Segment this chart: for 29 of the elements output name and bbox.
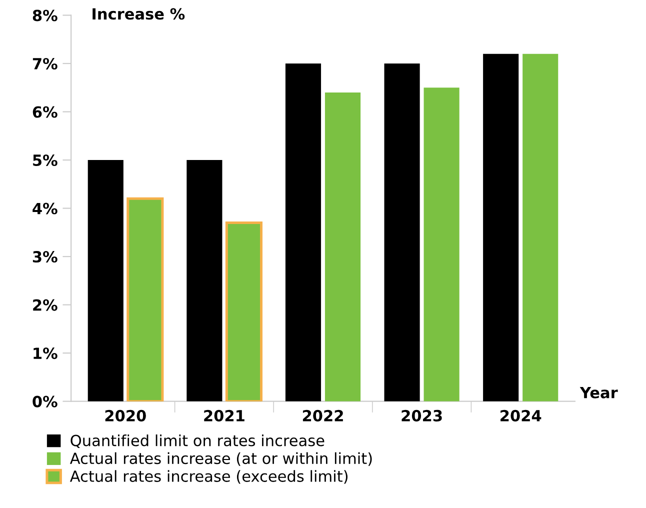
x-tick-label: 2024 xyxy=(500,410,542,422)
x-tick-label: 2020 xyxy=(105,410,146,422)
y-axis-title: Increase % xyxy=(92,8,185,20)
y-tick-label: 8% xyxy=(32,10,58,22)
bar xyxy=(324,92,361,402)
bar xyxy=(126,197,164,402)
bar xyxy=(522,54,558,402)
y-tick-label: 5% xyxy=(33,154,58,166)
bar xyxy=(88,160,124,402)
y-tick-label: 7% xyxy=(32,58,58,70)
legend-label: Actual rates increase (exceeds limit) xyxy=(70,470,348,484)
bar xyxy=(285,64,322,402)
y-tick-label: 3% xyxy=(32,251,58,263)
y-tick-label: 4% xyxy=(32,202,58,214)
y-tick-label: 1% xyxy=(34,348,58,360)
bar xyxy=(186,160,222,402)
bar xyxy=(384,64,420,402)
legend-label: Quantified limit on rates increase xyxy=(70,434,324,448)
x-axis-title: Year xyxy=(580,387,618,398)
y-tick-label: 2% xyxy=(33,299,58,311)
x-tick-label: 2023 xyxy=(402,410,442,422)
bar xyxy=(424,88,460,402)
bar xyxy=(225,222,262,402)
x-tick-label: 2022 xyxy=(302,410,343,422)
y-tick-label: 0% xyxy=(32,396,58,408)
y-tick-label: 6% xyxy=(32,106,58,118)
x-tick-label: 2021 xyxy=(204,410,244,422)
legend-label: Actual rates increase (at or within limit) xyxy=(70,452,372,466)
bar xyxy=(483,54,519,402)
